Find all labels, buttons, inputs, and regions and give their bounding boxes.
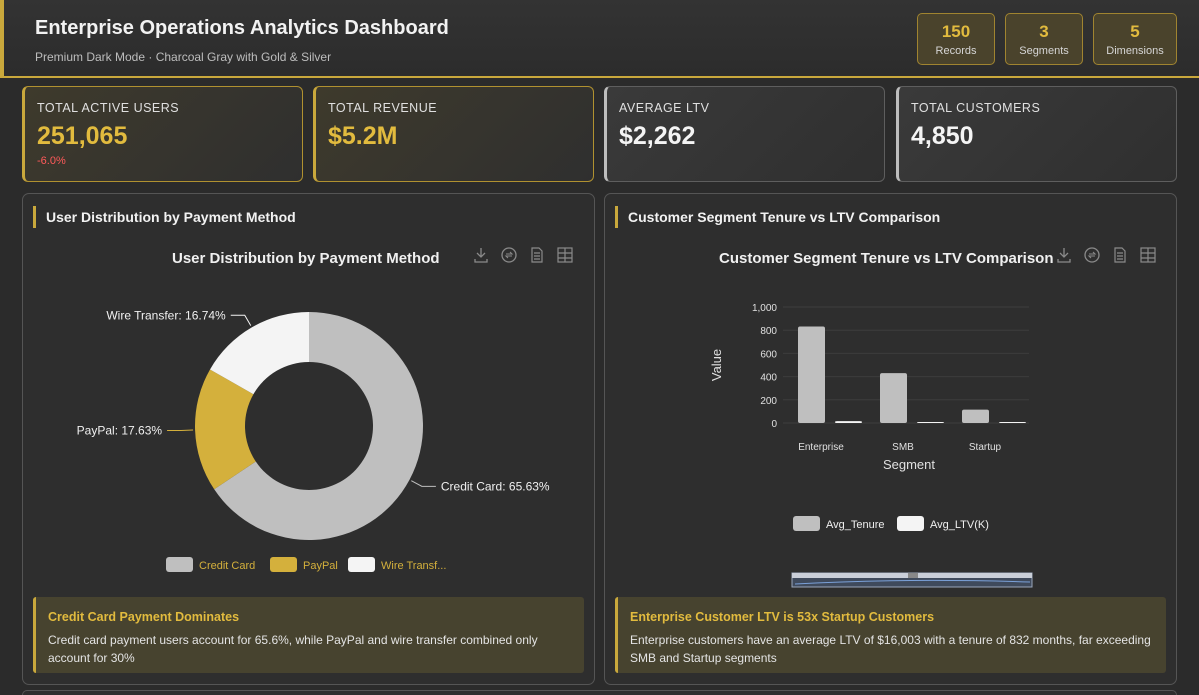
restore-icon[interactable] <box>1083 246 1101 264</box>
datazoom-slider[interactable] <box>605 570 1176 590</box>
kpi-total-customers: TOTAL CUSTOMERS 4,850 <box>896 86 1177 182</box>
kpi-value: $2,262 <box>619 122 696 150</box>
slider-handle[interactable] <box>908 573 918 578</box>
panel-title: Customer Segment Tenure vs LTV Compariso… <box>615 206 940 228</box>
pie-label-line <box>411 480 436 487</box>
insight-title: Enterprise Customer LTV is 53x Startup C… <box>630 610 935 624</box>
download-icon[interactable] <box>1055 246 1073 264</box>
kpi-delta: -6.0% <box>37 155 66 167</box>
bar-avg-ltv-k--smb[interactable] <box>917 422 944 423</box>
y-tick-label: 400 <box>760 373 777 384</box>
legend-swatch[interactable] <box>270 557 297 572</box>
payment-pie-chart: Credit Card: 65.63% PayPal: 17.63% Wire Tr… <box>77 308 550 540</box>
bar-avg-ltv-k--enterprise[interactable] <box>835 421 862 423</box>
kpi-average-ltv: AVERAGE LTV $2,262 <box>604 86 885 182</box>
legend-swatch[interactable] <box>897 516 924 531</box>
magic-type-icon[interactable] <box>1139 246 1157 264</box>
dashboard-header: Enterprise Operations Analytics Dashboar… <box>0 0 1199 78</box>
bar-avg-tenure-enterprise[interactable] <box>798 326 825 423</box>
kpi-value: 4,850 <box>911 122 974 150</box>
legend-item-1[interactable]: PayPal <box>303 560 338 572</box>
bar-avg-tenure-startup[interactable] <box>962 409 989 423</box>
insight-text: Credit card payment users account for 65… <box>48 633 538 665</box>
insight-card: Credit Card Payment Dominates Credit car… <box>33 597 584 673</box>
insight-text: Enterprise customers have an average LTV… <box>630 633 1151 665</box>
kpi-value: 251,065 <box>37 122 128 150</box>
chart-title: User Distribution by Payment Method <box>172 250 440 267</box>
magic-type-icon[interactable] <box>556 246 574 264</box>
pie-label: Credit Card: 65.63% <box>441 479 550 493</box>
records-label: Records <box>935 45 977 57</box>
kpi-label: TOTAL ACTIVE USERS <box>37 101 180 115</box>
y-tick-label: 0 <box>771 419 777 430</box>
y-tick-label: 200 <box>760 396 777 407</box>
segment-comparison-panel: Customer Segment Tenure vs LTV Compariso… <box>604 193 1177 685</box>
chart-toolbox <box>1055 246 1157 264</box>
x-tick-label: Enterprise <box>798 442 844 453</box>
page-subtitle: Premium Dark Mode · Charcoal Gray with G… <box>35 50 332 64</box>
data-view-icon[interactable] <box>528 246 546 264</box>
download-icon[interactable] <box>472 246 490 264</box>
payment-method-panel: User Distribution by Payment Method User… <box>22 193 595 685</box>
legend-swatch[interactable] <box>348 557 375 572</box>
records-stat: 150 Records <box>917 13 995 65</box>
kpi-label: TOTAL REVENUE <box>328 101 438 115</box>
bar-avg-tenure-smb[interactable] <box>880 373 907 423</box>
chart-title: Customer Segment Tenure vs LTV Compariso… <box>719 250 1054 267</box>
segments-stat: 3 Segments <box>1005 13 1083 65</box>
dimensions-stat: 5 Dimensions <box>1093 13 1177 65</box>
next-panel-edge <box>22 690 1177 695</box>
chart-toolbox <box>472 246 574 264</box>
pie-legend: Credit Card PayPal Wire Transf... <box>166 557 446 572</box>
records-count: 150 <box>941 22 971 41</box>
segment-bar-chart: 0 200 400 600 800 1,000 Value Enterprise SMB Star… <box>709 303 1029 472</box>
legend-item-1[interactable]: Avg_LTV(K) <box>930 519 989 531</box>
bar-legend: Avg_Tenure Avg_LTV(K) <box>793 516 989 531</box>
legend-swatch[interactable] <box>166 557 193 572</box>
pie-slice-paypal[interactable] <box>195 369 256 490</box>
pie-label: PayPal: 17.63% <box>77 423 163 437</box>
dimensions-label: Dimensions <box>1106 45 1164 57</box>
x-tick-label: Startup <box>969 442 1002 453</box>
panel-title: User Distribution by Payment Method <box>33 206 296 228</box>
legend-item-0[interactable]: Credit Card <box>199 560 255 572</box>
y-tick-label: 800 <box>760 326 777 337</box>
data-view-icon[interactable] <box>1111 246 1129 264</box>
segments-label: Segments <box>1019 45 1069 57</box>
kpi-label: TOTAL CUSTOMERS <box>911 101 1041 115</box>
pie-slice-wire-transfer[interactable] <box>210 312 309 395</box>
page-title: Enterprise Operations Analytics Dashboar… <box>35 17 449 39</box>
insight-card: Enterprise Customer LTV is 53x Startup C… <box>615 597 1166 673</box>
pie-label-line <box>230 314 252 326</box>
x-tick-label: SMB <box>892 442 914 453</box>
legend-item-0[interactable]: Avg_Tenure <box>826 519 885 531</box>
kpi-total-active-users: TOTAL ACTIVE USERS 251,065 -6.0% <box>22 86 303 182</box>
restore-icon[interactable] <box>500 246 518 264</box>
segments-count: 3 <box>1039 22 1049 41</box>
y-tick-label: 1,000 <box>752 303 777 314</box>
legend-swatch[interactable] <box>793 516 820 531</box>
kpi-label: AVERAGE LTV <box>619 101 710 115</box>
pie-slice-credit-card[interactable] <box>214 312 423 540</box>
kpi-total-revenue: TOTAL REVENUE $5.2M <box>313 86 594 182</box>
x-axis-label: Segment <box>883 457 935 472</box>
legend-item-2[interactable]: Wire Transf... <box>381 560 446 572</box>
y-axis-label: Value <box>709 349 724 381</box>
y-tick-label: 600 <box>760 349 777 360</box>
insight-title: Credit Card Payment Dominates <box>48 610 240 624</box>
pie-label: Wire Transfer: 16.74% <box>106 308 226 322</box>
bar-avg-ltv-k--startup[interactable] <box>999 422 1026 423</box>
kpi-value: $5.2M <box>328 122 398 150</box>
dimensions-count: 5 <box>1130 22 1140 41</box>
